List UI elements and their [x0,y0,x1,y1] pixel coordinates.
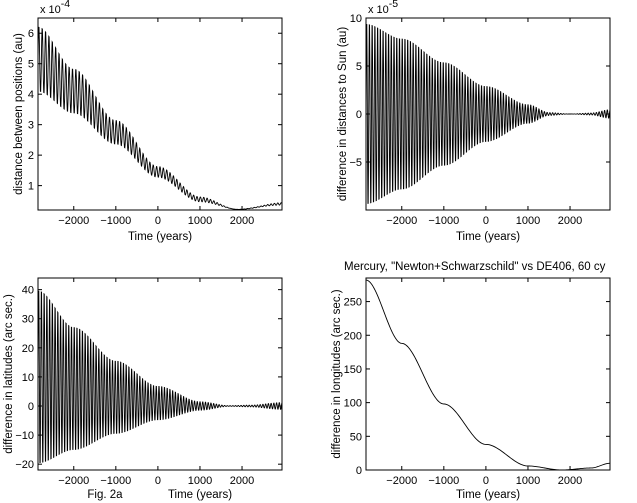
y-tick-label: 0 [28,401,34,413]
x-tick-label: −2000 [386,215,417,227]
chart-title: Mercury, "Newton+Schwarzschild" vs DE406… [344,261,606,273]
y-tick-label: 5 [356,61,362,73]
panel-difference-in-longitudes: Mercury, "Newton+Schwarzschild" vs DE406… [331,261,611,501]
y-tick-label: −5 [349,157,362,169]
y-tick-label: 50 [350,431,362,443]
y-tick-label: 20 [22,343,34,355]
x-tick-label: 2000 [558,475,582,487]
plot-frame [365,277,611,471]
x-tick-label: −2000 [58,475,89,487]
series-line [366,279,610,470]
y-tick-label: 40 [22,285,34,297]
series-line [38,26,282,210]
y-tick-label: 200 [344,330,362,342]
y-tick-label: 0 [356,109,362,121]
x-tick-label: 0 [483,475,489,487]
y-multiplier-label: x 10-4 [40,0,70,16]
y-tick-label: 6 [28,28,34,40]
y-tick-label: 1 [28,181,34,193]
panel-distance-between-positions: x 10-4 distance between positions (au) T… [13,0,283,243]
figure-caption: Fig. 2a [87,489,123,501]
panel-difference-in-latitudes: difference in latitudes (arc sec.) Time … [3,277,283,501]
y-tick-label: 250 [344,297,362,309]
x-tick-label: 2000 [230,475,254,487]
x-axis-label: Time (years) [128,231,192,243]
y-tick-label: −10 [15,430,34,442]
x-axis-label: Time (years) [456,489,520,501]
x-tick-label: −1000 [428,475,459,487]
x-tick-label: 2000 [558,215,582,227]
x-tick-label: 1000 [516,475,540,487]
x-axis-label: Time (years) [168,489,232,501]
y-tick-label: 10 [350,13,362,25]
x-tick-label: −1000 [100,215,131,227]
panel-difference-in-distances: x 10-5 difference in distances to Sun (a… [337,0,611,243]
x-tick-label: 0 [155,215,161,227]
series-line [366,24,610,204]
x-tick-label: 2000 [230,215,254,227]
y-tick-label: 30 [22,314,34,326]
y-tick-label: 2 [28,150,34,162]
y-axis-label: difference in latitudes (arc sec.) [3,294,15,454]
y-tick-label: −20 [15,459,34,471]
y-tick-label: 100 [344,398,362,410]
y-tick-label: 0 [356,465,362,477]
x-tick-label: −2000 [58,215,89,227]
x-tick-label: 1000 [188,475,212,487]
x-tick-label: −1000 [428,215,459,227]
y-axis-label: difference in distances to Sun (au) [337,27,349,201]
y-multiplier-label: x 10-5 [368,0,398,16]
x-tick-label: 0 [155,475,161,487]
y-tick-label: 10 [22,372,34,384]
y-tick-label: 5 [28,59,34,71]
x-tick-label: −1000 [100,475,131,487]
series-line [38,290,282,464]
x-tick-label: −2000 [386,475,417,487]
y-axis-label: difference in longitudes (arc sec.) [331,289,343,458]
y-tick-label: 4 [28,89,34,101]
y-tick-label: 3 [28,120,34,132]
x-tick-label: 1000 [188,215,212,227]
x-tick-label: 1000 [516,215,540,227]
plot-frame [37,17,283,211]
y-axis-label: distance between positions (au) [13,33,25,195]
x-tick-label: 0 [483,215,489,227]
y-tick-label: 150 [344,364,362,376]
x-axis-label: Time (years) [456,231,520,243]
